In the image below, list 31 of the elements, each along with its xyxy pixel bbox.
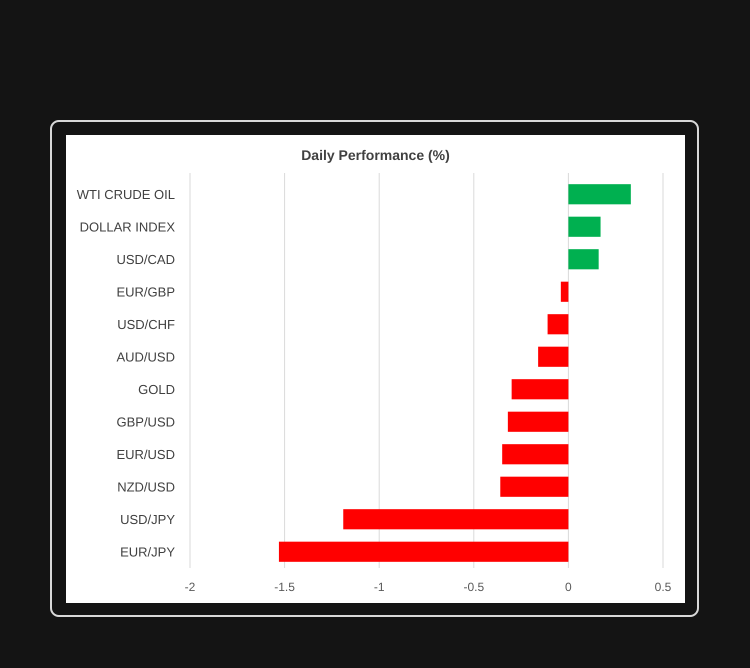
y-tick-label: USD/JPY: [120, 512, 176, 527]
x-tick-label: -1.5: [274, 580, 296, 594]
y-tick-label: WTI CRUDE OIL: [76, 186, 175, 202]
bar: [568, 249, 599, 270]
bar: [343, 509, 568, 530]
y-tick-label: EUR/USD: [116, 446, 175, 462]
x-tick-label: -2: [184, 580, 196, 594]
y-tick-label: GBP/USD: [116, 414, 175, 430]
y-tick-label: USD/CAD: [116, 252, 175, 267]
y-tick-label: DOLLAR INDEX: [80, 219, 176, 234]
y-tick-label: USD/CHF: [117, 316, 176, 332]
bar: [538, 346, 568, 367]
x-tick-label: -0.5: [463, 580, 484, 594]
bar: [508, 412, 568, 432]
y-tick-label: EUR/JPY: [120, 544, 176, 560]
bar: [500, 476, 568, 497]
y-tick-label: AUD/USD: [116, 349, 175, 364]
y-tick-label: EUR/GBP: [116, 284, 175, 300]
bar: [278, 542, 568, 562]
bar: [502, 444, 568, 464]
x-tick-label: 0: [565, 580, 572, 594]
chart-title: Daily Performance (%): [301, 147, 450, 163]
x-tick-label: 0.5: [654, 580, 672, 594]
bar: [568, 216, 601, 237]
x-tick-label: -1: [374, 580, 385, 594]
bar: [568, 184, 631, 204]
bar: [548, 314, 568, 334]
y-tick-label: GOLD: [138, 382, 175, 397]
bar: [512, 379, 568, 400]
y-tick-label: NZD/USD: [117, 479, 175, 494]
bar: [560, 282, 568, 302]
